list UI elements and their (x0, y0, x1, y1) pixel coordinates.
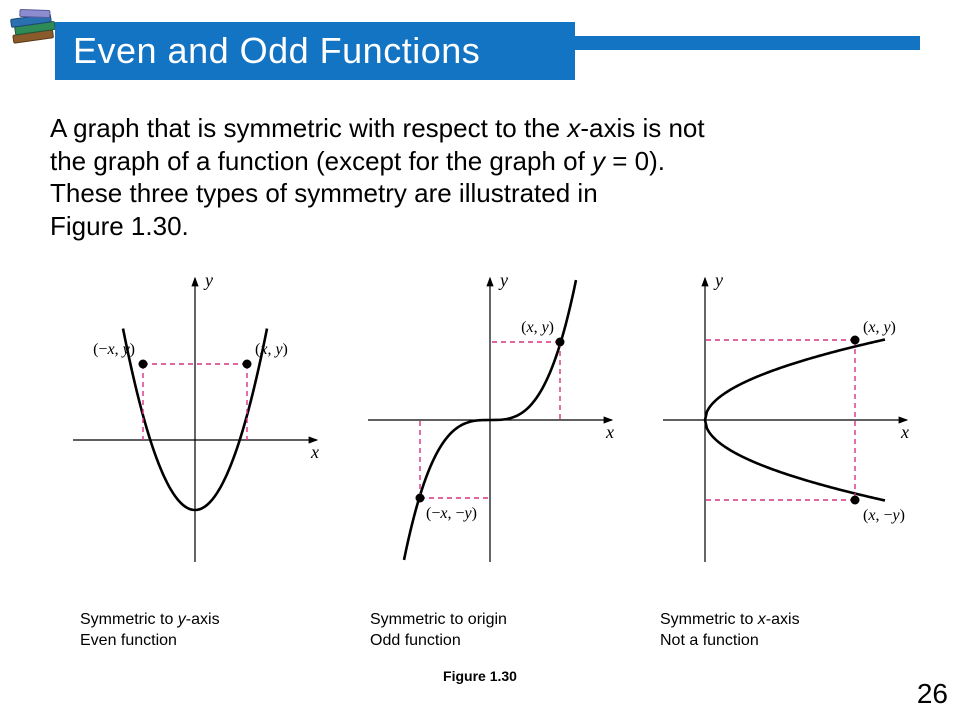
body-text-part: = 0). (605, 146, 665, 176)
body-text-part: These three types of symmetry are illust… (50, 178, 598, 208)
panel-even: x y (−x, y) (x, y) (60, 270, 330, 570)
figure-label: Figure 1.30 (0, 668, 960, 684)
svg-text:x: x (900, 422, 909, 442)
caption-text: Not a function (660, 632, 759, 649)
caption-italic: x (758, 611, 766, 628)
caption-italic: y (178, 611, 186, 628)
title-strip (575, 36, 920, 50)
panel-xsym: x y (x, y) (x, −y) (650, 270, 920, 570)
svg-text:x: x (605, 422, 614, 442)
body-text-part: A graph that is symmetric with respect t… (50, 113, 567, 143)
caption-text: Symmetric to origin (370, 611, 507, 628)
body-text-italic: x (567, 113, 580, 143)
svg-text:(−x, y): (−x, y) (93, 341, 135, 358)
caption-text: Even function (80, 632, 177, 649)
svg-text:y: y (713, 270, 723, 290)
svg-text:(x, y): (x, y) (863, 319, 896, 336)
svg-text:(x, y): (x, y) (255, 341, 288, 358)
page-number: 26 (917, 678, 948, 710)
svg-text:y: y (498, 270, 508, 290)
page-title: Even and Odd Functions (73, 30, 480, 72)
title-bar: Even and Odd Functions (55, 22, 575, 80)
caption-text: Odd function (370, 632, 461, 649)
svg-text:x: x (310, 442, 319, 462)
svg-text:(−x, −y): (−x, −y) (426, 505, 477, 522)
caption-text: -axis (186, 611, 220, 628)
caption-text: Symmetric to (660, 611, 758, 628)
caption-text: Symmetric to (80, 611, 178, 628)
captions-row: Symmetric to y-axis Even function Symmet… (80, 610, 900, 652)
figure-row: x y (−x, y) (x, y) x y (x, y) (−x, −y) x y (x, y… (60, 270, 920, 570)
caption-even: Symmetric to y-axis Even function (80, 610, 370, 652)
body-text-part: -axis is not (580, 113, 704, 143)
svg-text:y: y (203, 270, 213, 290)
body-text: A graph that is symmetric with respect t… (50, 112, 870, 242)
caption-xsym: Symmetric to x-axis Not a function (660, 610, 900, 652)
caption-odd: Symmetric to origin Odd function (370, 610, 660, 652)
svg-text:(x, y): (x, y) (521, 319, 554, 336)
svg-text:(x, −y): (x, −y) (863, 507, 905, 524)
body-text-part: the graph of a function (except for the … (50, 146, 592, 176)
caption-text: -axis (766, 611, 800, 628)
body-text-part: Figure 1.30. (50, 211, 189, 241)
panel-odd: x y (x, y) (−x, −y) (355, 270, 625, 570)
body-text-italic: y (592, 146, 605, 176)
